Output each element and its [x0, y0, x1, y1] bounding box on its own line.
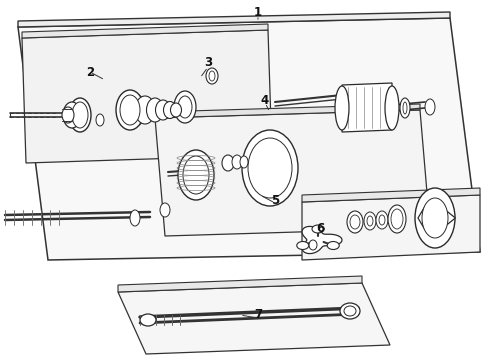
Ellipse shape	[140, 314, 156, 326]
Polygon shape	[155, 110, 429, 236]
Polygon shape	[62, 109, 72, 121]
Ellipse shape	[69, 98, 91, 132]
Polygon shape	[155, 104, 419, 118]
Ellipse shape	[62, 107, 74, 123]
Ellipse shape	[399, 98, 409, 118]
Ellipse shape	[130, 210, 140, 226]
Polygon shape	[18, 18, 479, 260]
Ellipse shape	[366, 216, 372, 226]
Ellipse shape	[375, 211, 387, 229]
Ellipse shape	[296, 242, 308, 249]
Ellipse shape	[72, 102, 88, 128]
Polygon shape	[22, 24, 267, 38]
Polygon shape	[118, 283, 389, 354]
Text: 2: 2	[86, 66, 94, 78]
Ellipse shape	[205, 68, 218, 84]
Ellipse shape	[124, 94, 146, 126]
Polygon shape	[302, 188, 479, 202]
Ellipse shape	[384, 86, 398, 130]
Ellipse shape	[160, 203, 170, 217]
Polygon shape	[18, 12, 449, 27]
Ellipse shape	[363, 212, 375, 230]
Ellipse shape	[178, 96, 192, 118]
Ellipse shape	[326, 242, 339, 249]
Text: 1: 1	[253, 5, 262, 18]
Ellipse shape	[339, 303, 359, 319]
Polygon shape	[22, 30, 271, 163]
Ellipse shape	[424, 99, 434, 115]
Polygon shape	[118, 276, 361, 292]
Ellipse shape	[116, 90, 143, 130]
Ellipse shape	[135, 96, 155, 124]
Ellipse shape	[346, 211, 362, 233]
Ellipse shape	[414, 188, 454, 248]
Ellipse shape	[208, 71, 215, 81]
Polygon shape	[341, 83, 391, 132]
Ellipse shape	[174, 91, 196, 123]
Ellipse shape	[343, 306, 355, 316]
Ellipse shape	[421, 198, 447, 238]
Text: 3: 3	[203, 57, 212, 69]
Ellipse shape	[146, 98, 163, 122]
Ellipse shape	[178, 150, 214, 200]
Ellipse shape	[349, 215, 359, 229]
Ellipse shape	[387, 205, 405, 233]
Text: 5: 5	[270, 194, 279, 207]
Ellipse shape	[240, 156, 247, 168]
Text: 4: 4	[260, 94, 268, 107]
Ellipse shape	[96, 114, 104, 126]
Polygon shape	[302, 226, 341, 253]
Ellipse shape	[231, 155, 242, 169]
Ellipse shape	[155, 100, 170, 120]
Ellipse shape	[242, 130, 297, 206]
Ellipse shape	[308, 240, 316, 250]
Ellipse shape	[63, 102, 81, 128]
Polygon shape	[302, 195, 479, 260]
Ellipse shape	[402, 102, 406, 114]
Text: 6: 6	[315, 221, 324, 234]
Ellipse shape	[247, 138, 291, 198]
Ellipse shape	[163, 102, 176, 118]
Ellipse shape	[183, 156, 208, 194]
Ellipse shape	[222, 155, 234, 171]
Ellipse shape	[378, 215, 384, 225]
Ellipse shape	[170, 103, 181, 117]
Polygon shape	[417, 207, 454, 229]
Ellipse shape	[120, 95, 140, 125]
Ellipse shape	[334, 86, 348, 130]
Ellipse shape	[390, 209, 402, 229]
Ellipse shape	[311, 225, 324, 233]
Text: 7: 7	[253, 309, 262, 321]
